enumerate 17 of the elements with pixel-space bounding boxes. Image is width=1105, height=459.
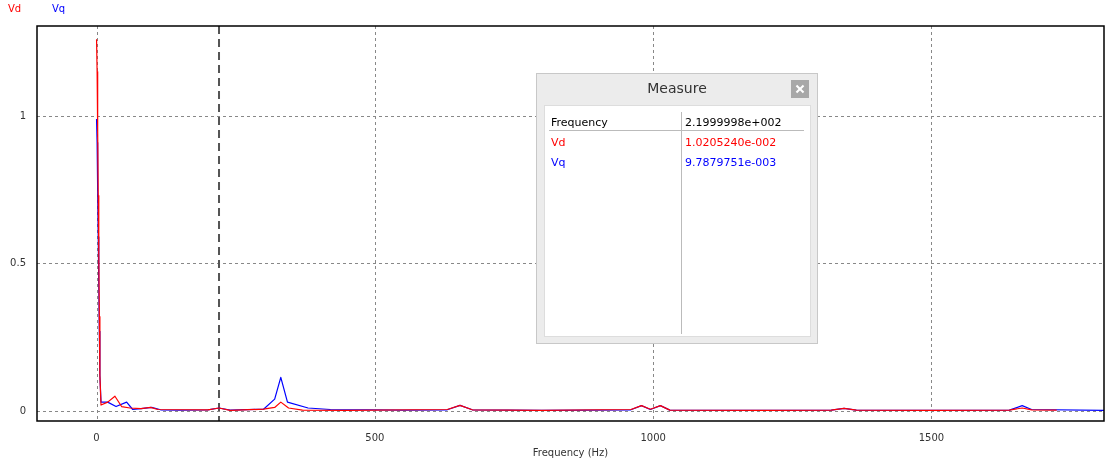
annotation: Vd (551, 136, 566, 149)
x-tick-label: 500 (365, 431, 385, 443)
annotation: Measure (646, 80, 708, 96)
x-tick-label: 1000 (640, 431, 666, 443)
y-tick-label: 1 (19, 109, 26, 121)
x-axis-title: Frequency (Hz) (532, 446, 609, 458)
x-tick-label: 1500 (918, 431, 945, 443)
annotation: Frequency (551, 116, 608, 129)
annotation: 2.1999998e+002 (685, 116, 782, 129)
text: Vd (8, 3, 22, 14)
annotation: 9.7879751e-003 (685, 156, 777, 169)
y-tick-label: 0.5 (10, 257, 26, 269)
x-tick-label: 0 (93, 431, 100, 443)
annotation: 1.0205240e-002 (685, 136, 777, 149)
text: Vq (52, 3, 66, 14)
annotation: Vq (551, 156, 566, 169)
y-tick-label: 0 (19, 404, 26, 416)
